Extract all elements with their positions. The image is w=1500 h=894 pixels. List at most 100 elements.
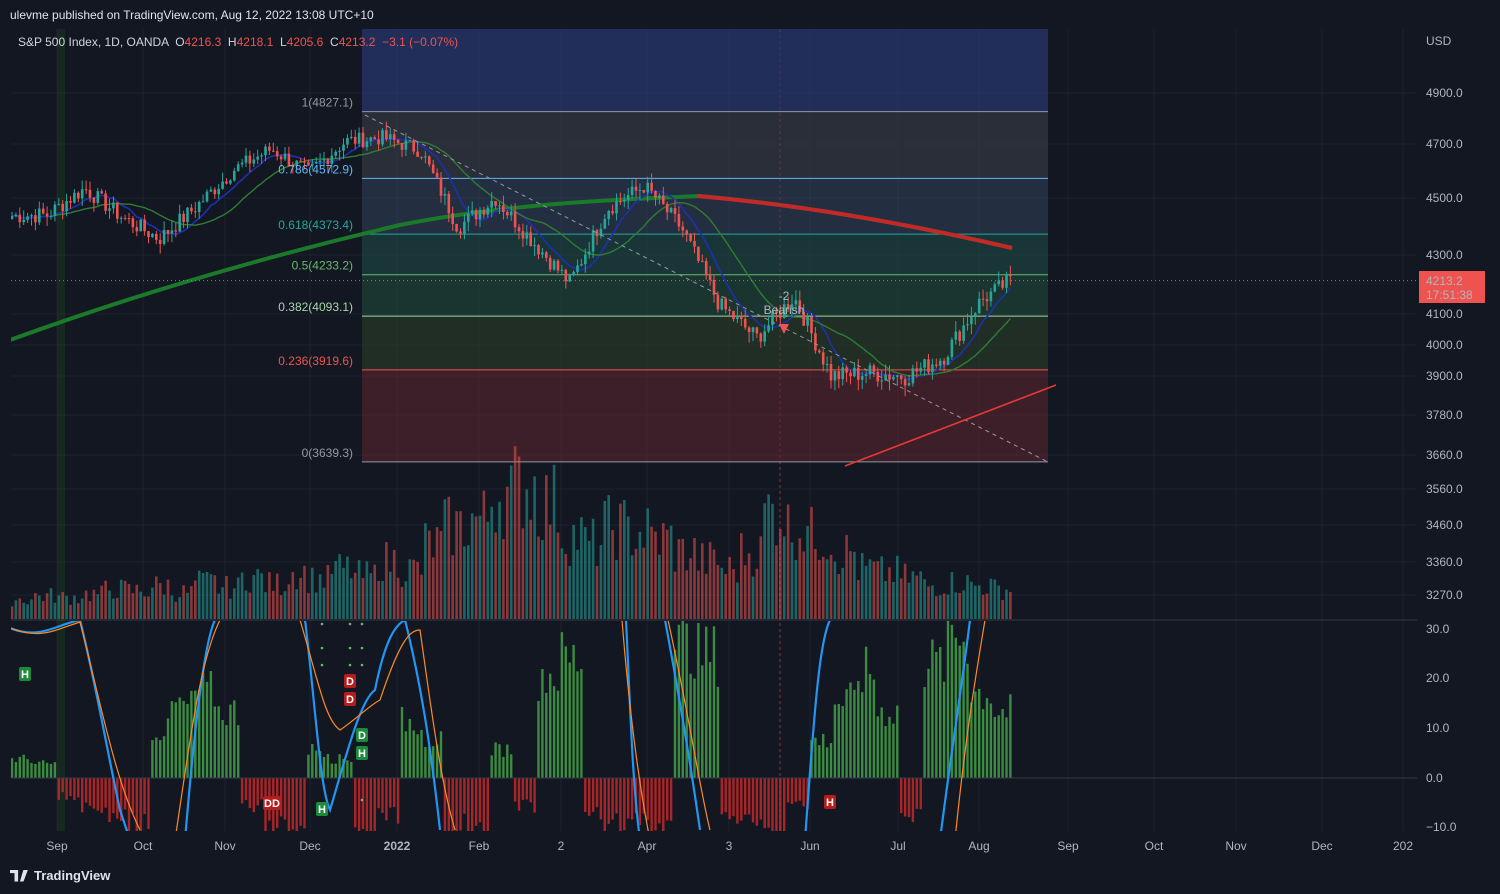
candle-body xyxy=(373,137,376,140)
signal-marker-badge xyxy=(344,674,356,688)
oscillator-bar xyxy=(751,778,755,823)
oscillator-bar xyxy=(818,745,821,778)
candle-body xyxy=(116,202,119,219)
oscillator-bar xyxy=(432,746,435,778)
candle-body xyxy=(385,130,388,140)
oscillator-bar xyxy=(357,778,361,831)
oscillator-bar xyxy=(291,778,294,830)
oscillator-bar xyxy=(580,668,583,778)
price-axis-tick: 3900.0 xyxy=(1426,369,1463,383)
oscillator-bar xyxy=(81,778,84,813)
volume-bar xyxy=(416,561,419,619)
price-axis-unit: USD xyxy=(1426,34,1452,48)
oscillator-bar xyxy=(404,731,408,778)
fib-level-label: 0.382(4093.1) xyxy=(278,300,353,314)
volume-bar xyxy=(143,596,146,619)
volume-bar xyxy=(779,529,782,619)
oscillator-bar xyxy=(974,691,977,778)
volume-bar xyxy=(810,506,813,619)
volume-bar xyxy=(771,503,774,619)
volume-bar xyxy=(595,565,599,619)
oscillator-bar xyxy=(666,778,669,821)
candle-body xyxy=(244,155,248,163)
candle-body xyxy=(853,367,856,377)
symbol-name: S&P 500 Index, 1D, OANDA xyxy=(18,35,169,49)
tradingview-logo[interactable]: TradingView xyxy=(10,868,110,883)
volume-bar xyxy=(919,571,922,619)
candle-body xyxy=(634,186,638,191)
signal-marker-badge xyxy=(344,692,356,706)
candle-body xyxy=(260,155,263,157)
signal-dot xyxy=(360,646,364,650)
candle-body xyxy=(642,189,646,193)
open-value: 4216.3 xyxy=(184,35,222,49)
publish-info: ulevme published on TradingView.com, Aug… xyxy=(10,8,374,22)
candle-body xyxy=(681,226,685,231)
volume-bar xyxy=(853,551,856,619)
volume-bar xyxy=(837,574,841,619)
volume-bar xyxy=(576,549,579,619)
candle-body xyxy=(494,201,497,206)
volume-bar xyxy=(833,561,837,619)
oscillator-bar xyxy=(435,744,439,778)
candle-body xyxy=(14,214,18,217)
volume-bar xyxy=(412,559,415,619)
volume-bar xyxy=(490,506,493,619)
time-axis-tick: Jul xyxy=(890,839,905,853)
volume-bar xyxy=(564,553,568,619)
time-axis-tick: Apr xyxy=(638,839,657,853)
candle-body xyxy=(623,200,626,202)
candle-body xyxy=(708,275,712,280)
volume-bar xyxy=(190,586,193,619)
candle-body xyxy=(131,218,135,228)
volume-bar xyxy=(221,587,224,619)
candle-body xyxy=(69,201,72,203)
candle-body xyxy=(599,228,603,237)
candle-body xyxy=(946,356,950,365)
volume-bar xyxy=(447,496,451,619)
volume-bar xyxy=(521,528,525,619)
volume-bar xyxy=(1005,589,1008,619)
candle-body xyxy=(584,254,587,265)
candle-body xyxy=(174,230,178,232)
volume-bar xyxy=(451,555,454,619)
oscillator-bar xyxy=(205,681,209,778)
candle-body xyxy=(560,269,564,271)
volume-bar xyxy=(915,575,919,619)
oscillator-bar xyxy=(572,644,575,778)
volume-bar xyxy=(946,594,950,619)
fib-level-label: 0.786(4572.9) xyxy=(278,162,353,176)
candle-body xyxy=(338,150,341,152)
candle-body xyxy=(361,132,365,148)
volume-bar xyxy=(802,551,805,619)
candle-body xyxy=(314,162,318,164)
price-axis-tick: 3360.0 xyxy=(1426,555,1463,569)
oscillator-bar xyxy=(595,778,599,808)
oscillator-bar xyxy=(342,758,345,778)
volume-bar xyxy=(888,567,891,619)
bearish-label: Bearish xyxy=(764,303,805,317)
oscillator-bar xyxy=(779,778,782,831)
volume-bar xyxy=(73,595,76,619)
volume-bar xyxy=(439,530,443,619)
oscillator-bar xyxy=(416,734,419,778)
time-axis-tick: Feb xyxy=(469,839,490,853)
volume-bar xyxy=(338,554,341,619)
volume-bar xyxy=(38,595,41,619)
volume-bar xyxy=(233,588,236,619)
candle-body xyxy=(392,134,396,140)
volume-bar xyxy=(77,603,80,619)
candle-body xyxy=(525,232,529,239)
candle-body xyxy=(771,311,774,326)
candle-body xyxy=(857,367,860,380)
oscillator-bar xyxy=(939,647,942,778)
volume-bar xyxy=(903,563,907,619)
candle-body xyxy=(377,139,380,145)
volume-bar xyxy=(517,456,521,619)
volume-bar xyxy=(896,555,899,619)
volume-bar xyxy=(404,581,408,619)
volume-bar xyxy=(712,549,716,619)
candle-body xyxy=(1009,275,1012,277)
oscillator-bar xyxy=(420,729,423,778)
